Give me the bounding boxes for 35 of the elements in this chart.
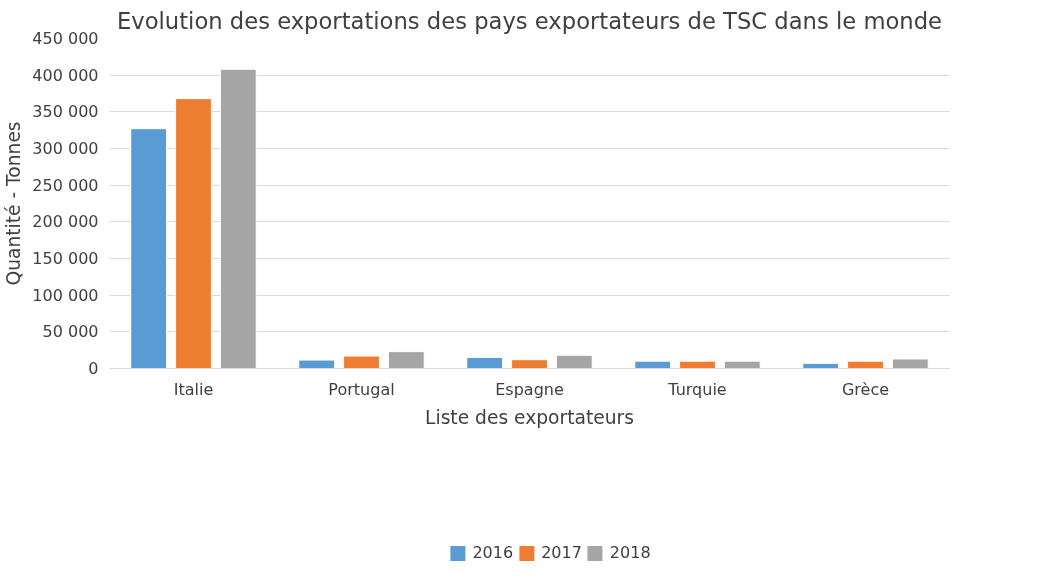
bar: [219, 68, 257, 369]
y-tick-label: 400 000: [32, 65, 99, 85]
y-tick-label: 350 000: [32, 102, 99, 122]
bar: [511, 359, 548, 369]
legend-label: 2018: [609, 543, 651, 562]
bar: [555, 354, 593, 369]
y-tick-label: 0: [88, 359, 99, 378]
bar: [343, 355, 380, 369]
bar: [298, 359, 336, 369]
bar: [679, 360, 716, 369]
y-tick-label: 300 000: [32, 139, 99, 158]
y-tick-label: 100 000: [32, 285, 99, 305]
bar: [723, 360, 761, 369]
bar: [891, 358, 929, 369]
y-tick-label: 250 000: [32, 175, 99, 195]
y-tick-label: 450 000: [32, 29, 99, 48]
bar: [634, 360, 672, 369]
y-axis-title: Quantité - Tonnes: [3, 121, 25, 286]
x-tick-label: Grèce: [841, 379, 890, 399]
bar: [175, 98, 212, 369]
y-tick-label: 150 000: [32, 249, 99, 268]
x-axis-title: Liste des exportateurs: [425, 406, 634, 428]
x-tick-label: Espagne: [495, 379, 564, 399]
x-tick-label: Italie: [173, 379, 214, 399]
x-tick-label: Turquie: [667, 379, 727, 399]
x-tick-label: Portugal: [328, 379, 395, 399]
bar: [847, 360, 884, 369]
y-tick-label: 50 000: [42, 322, 99, 342]
legend-label: 2016: [472, 543, 514, 562]
bar: [130, 128, 168, 369]
bar: [466, 357, 504, 369]
bar: [387, 351, 425, 369]
y-tick-label: 200 000: [32, 212, 99, 232]
chart-title: Evolution des exportations des pays exportateurs de TSC dans le monde: [116, 7, 943, 34]
legend-label: 2017: [541, 543, 582, 562]
